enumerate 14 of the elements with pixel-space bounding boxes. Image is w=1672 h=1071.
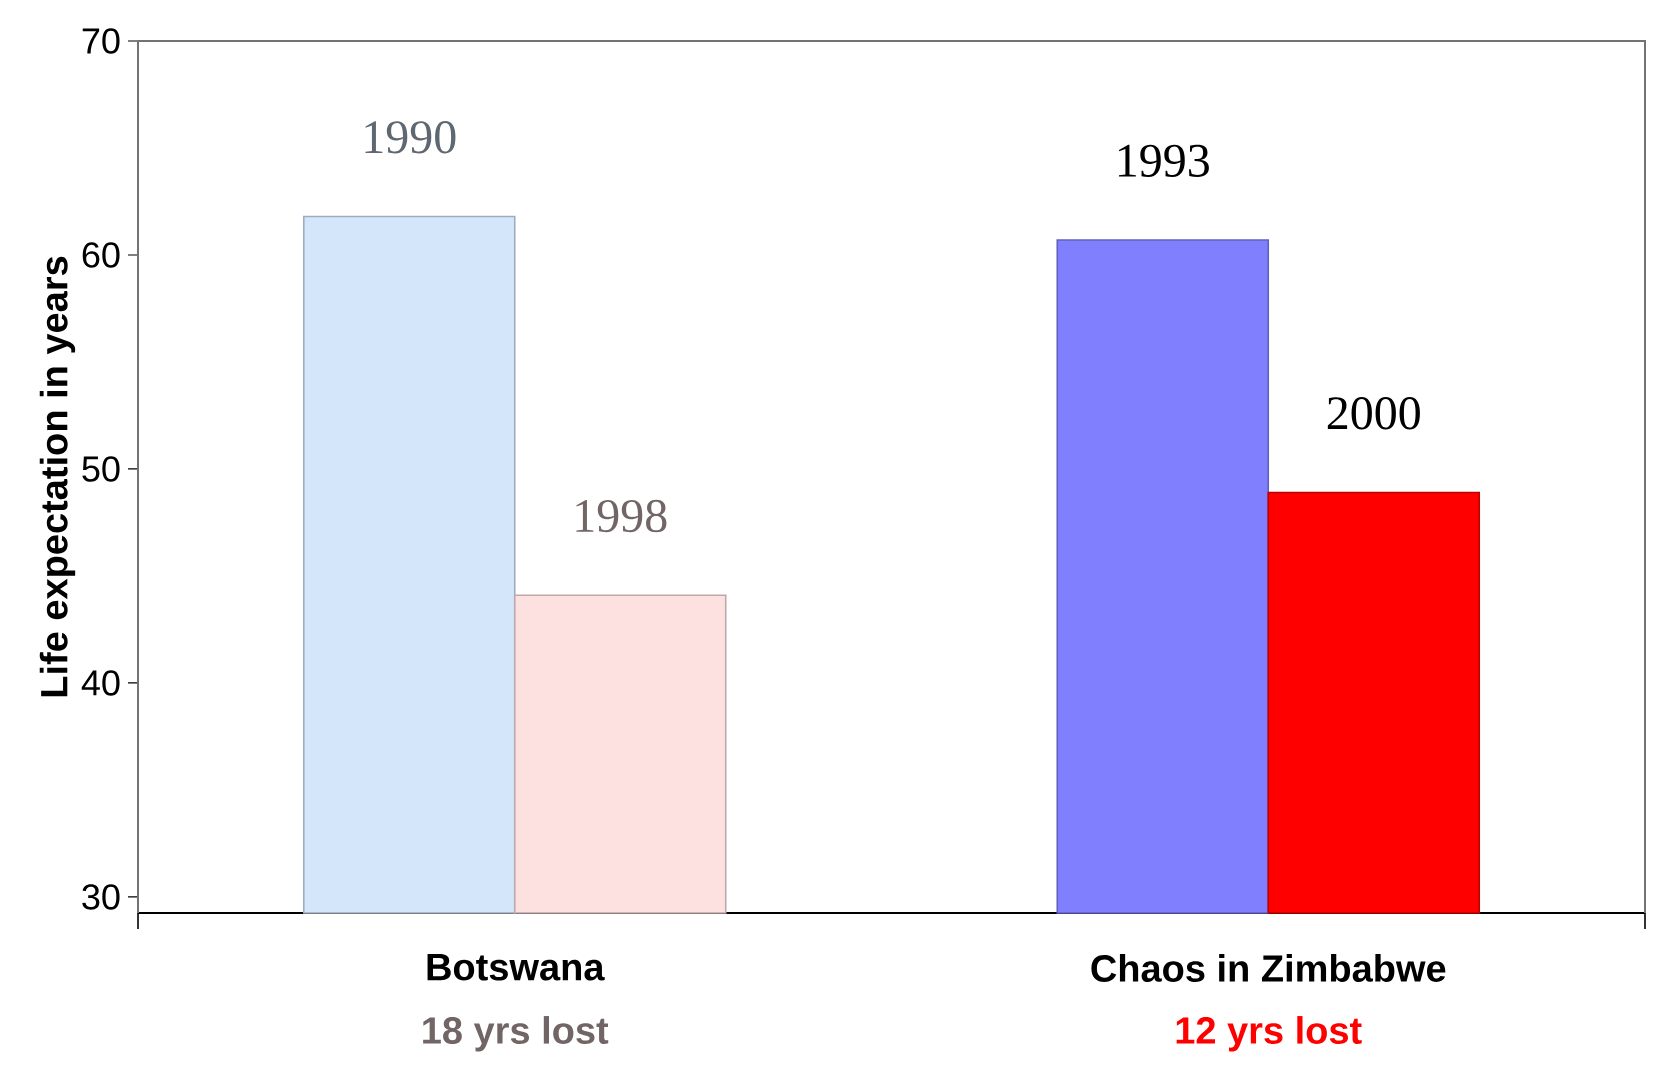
series-label: 1998 — [576, 499, 667, 533]
y-axis-title: Life expectation in years — [39, 256, 76, 697]
y-tick-label: 70 — [82, 28, 120, 54]
series-label: 2000 — [1327, 397, 1420, 430]
text: 12 yrs lost — [1176, 1016, 1362, 1052]
y-tick-label: 60 — [82, 242, 120, 268]
y-tick-label: 30 — [82, 884, 120, 910]
x-tick-label: Botswana — [427, 954, 605, 981]
series-label: 1993 — [1118, 144, 1209, 177]
x-tick-label: Chaos in Zimbabwe — [1091, 954, 1446, 982]
series-label: 1990 — [365, 121, 456, 154]
y-tick-label: 40 — [81, 670, 120, 696]
y-tick-label: 50 — [82, 456, 120, 482]
text: 18 yrs lost — [423, 1016, 609, 1052]
